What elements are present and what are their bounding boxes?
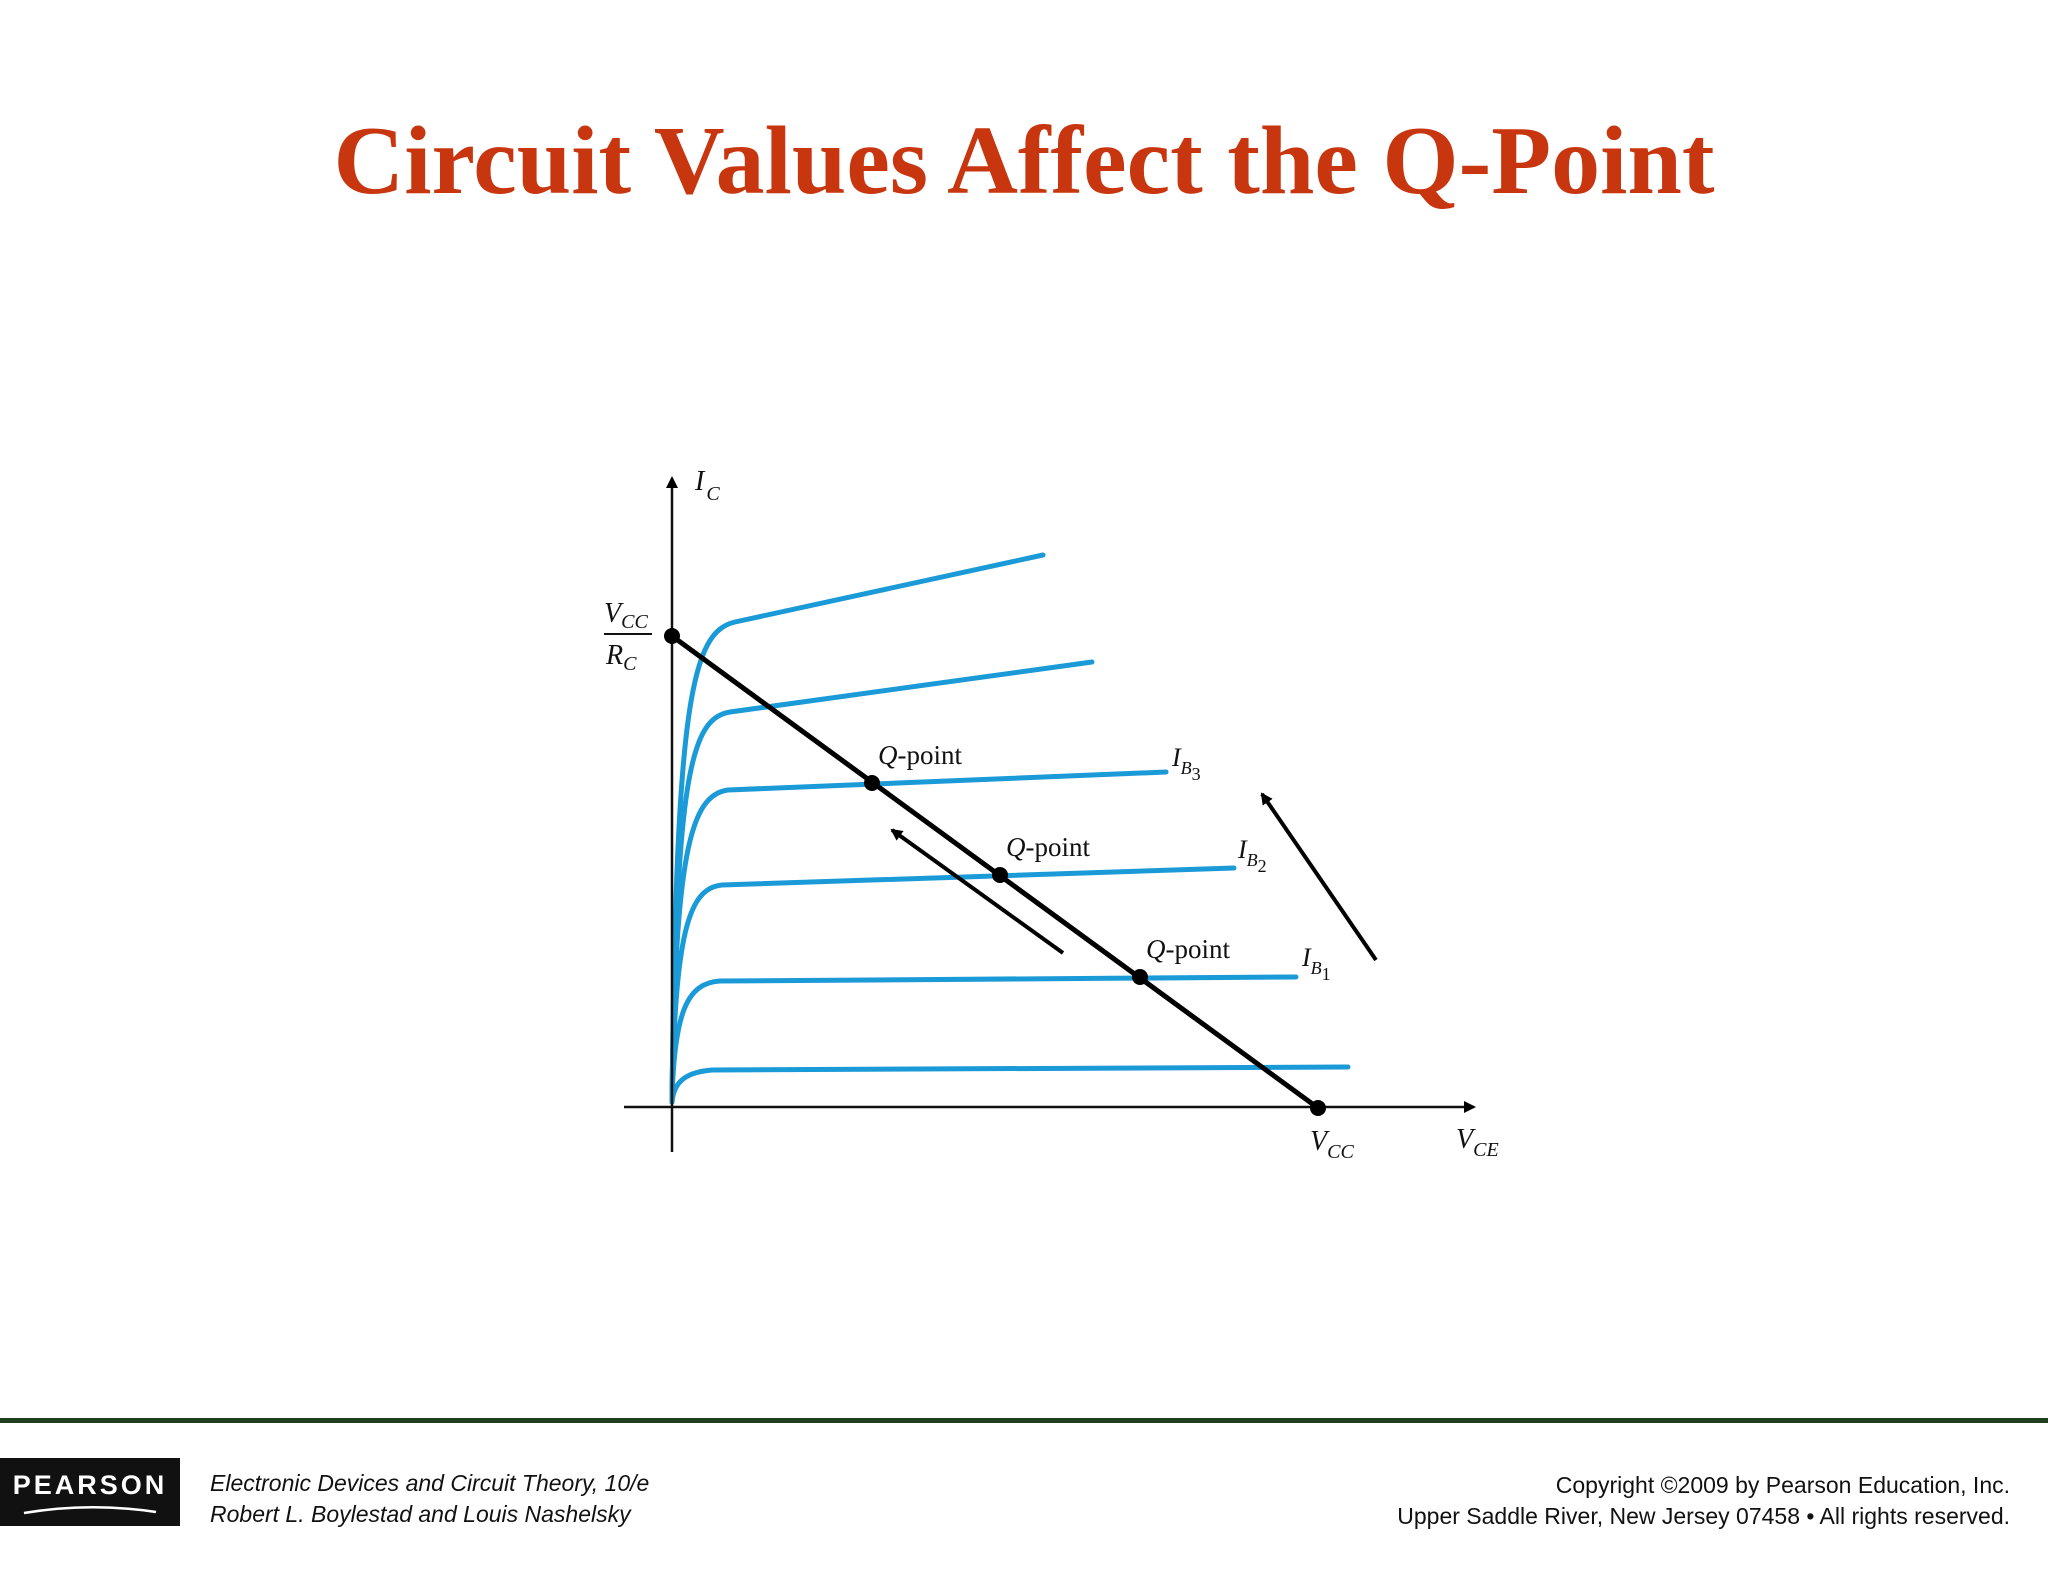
book-citation: Electronic Devices and Circuit Theory, 1… — [210, 1468, 649, 1530]
q-point-dot-ib2 — [992, 867, 1008, 883]
x-axis-label: VCE — [1456, 1124, 1499, 1161]
book-authors: Robert L. Boylestad and Louis Nashelsky — [210, 1501, 631, 1527]
ib2-label: IB2 — [1237, 835, 1267, 876]
y-intercept-label: VCC RC — [604, 598, 652, 675]
footer-rule — [0, 1418, 2048, 1423]
book-title: Electronic Devices and Circuit Theory, 1… — [210, 1470, 650, 1496]
ib1-label: IB1 — [1301, 943, 1331, 984]
x-intercept-dot — [1310, 1100, 1326, 1116]
svg-text:VCC: VCC — [604, 598, 648, 633]
y-intercept-dot — [664, 628, 680, 644]
svg-text:RC: RC — [605, 640, 637, 675]
q-point-label-ib3: Q-point — [878, 740, 962, 770]
slide-title: Circuit Values Affect the Q-Point — [333, 107, 1715, 215]
curve-0 — [669, 1064, 1351, 1105]
curve-5 — [669, 552, 1046, 1105]
curve-ib3 — [669, 769, 1169, 1105]
q-point-dot-ib1 — [1132, 969, 1148, 985]
copyright-notice: Copyright ©2009 by Pearson Education, In… — [1397, 1470, 2010, 1532]
axes — [624, 476, 1476, 1152]
ib3-label: IB3 — [1171, 743, 1201, 784]
copyright-line-1: Copyright ©2009 by Pearson Education, In… — [1555, 1472, 2010, 1498]
q-point-dot-ib3 — [864, 775, 880, 791]
direction-arrow-along-line — [890, 828, 1065, 955]
copyright-line-2: Upper Saddle River, New Jersey 07458 • A… — [1397, 1503, 2010, 1529]
q-point-label-ib1: Q-point — [1146, 934, 1230, 964]
logo-wordmark: PEARSON — [12, 1470, 168, 1500]
logo-swoosh-icon — [23, 1506, 157, 1515]
q-point-label-ib2: Q-point — [1006, 832, 1090, 862]
direction-arrow-right — [1260, 792, 1378, 962]
x-intercept-label: VCC — [1310, 1126, 1354, 1163]
curve-ib1 — [669, 974, 1299, 1105]
pearson-logo: PEARSON — [0, 1458, 180, 1526]
characteristic-curves — [669, 552, 1351, 1105]
